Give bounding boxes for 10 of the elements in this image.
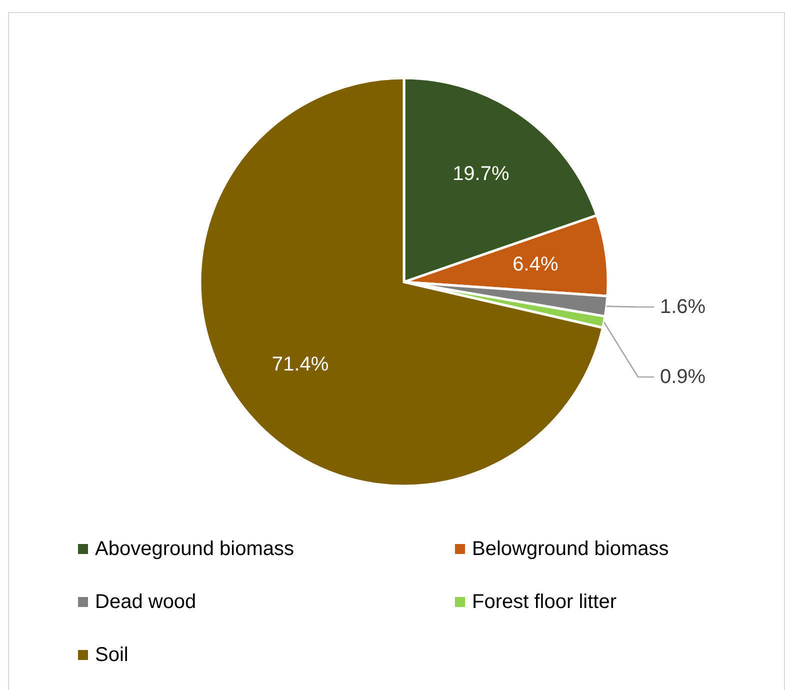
legend-label: Soil	[95, 644, 128, 666]
legend-label: Forest floor litter	[472, 591, 617, 613]
data-label: 71.4%	[272, 354, 329, 376]
legend-label: Dead wood	[95, 591, 196, 613]
data-label: 1.6%	[660, 296, 706, 318]
legend-label: Aboveground biomass	[95, 538, 294, 560]
data-label: 0.9%	[660, 366, 706, 388]
data-label: 6.4%	[512, 254, 558, 276]
data-label: 19.7%	[452, 162, 510, 185]
legend-label: Belowground biomass	[472, 538, 669, 560]
